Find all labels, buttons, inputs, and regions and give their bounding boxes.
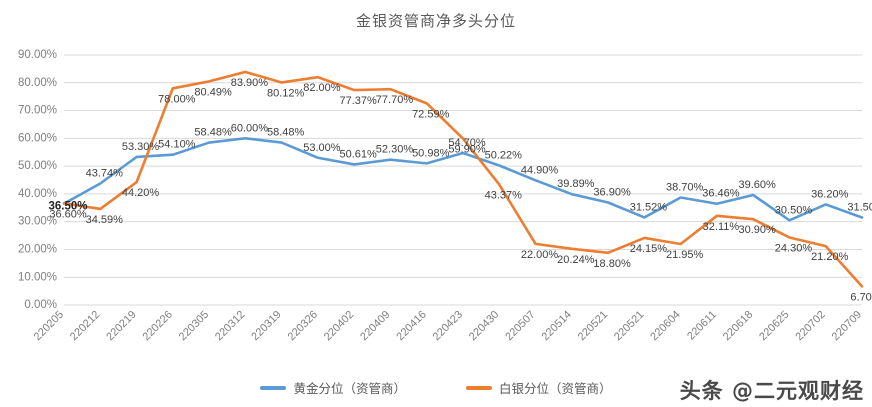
- data-label: 50.98%: [412, 147, 450, 159]
- chart-title: 金银资管商净多头分位: [355, 13, 516, 30]
- data-label: 20.24%: [557, 254, 595, 266]
- x-axis-tick: 220319: [249, 309, 283, 343]
- data-label: 58.48%: [194, 127, 232, 139]
- x-axis-tick: 220618: [721, 309, 755, 343]
- data-label: 18.80%: [593, 258, 631, 270]
- x-axis-tick: 220205: [32, 309, 66, 343]
- data-label: 53.00%: [303, 142, 341, 154]
- data-label: 36.60%: [49, 208, 87, 220]
- x-axis-tick-labels: 220205 220212 220219 220226 220305 220312 2203…: [32, 309, 864, 343]
- x-axis-tick: 220604: [648, 309, 682, 343]
- data-label: 82.00%: [303, 82, 341, 94]
- y-axis-tick: 70.00%: [18, 105, 57, 117]
- x-axis-tick: 220709: [830, 309, 864, 343]
- data-label: 30.50%: [775, 204, 813, 216]
- data-label: 31.52%: [630, 201, 668, 213]
- data-label: 80.49%: [194, 86, 232, 98]
- y-axis-tick: 80.00%: [18, 77, 57, 89]
- y-axis-tick: 30.00%: [18, 216, 57, 228]
- x-axis-tick: 220219: [104, 309, 138, 343]
- watermark: 头条 @二元观财经: [679, 379, 864, 403]
- data-label: 77.70%: [376, 94, 414, 106]
- data-label: 54.10%: [158, 139, 196, 151]
- x-axis-tick: 220521: [576, 309, 610, 343]
- legend-swatch-silver: [466, 385, 492, 390]
- legend-swatch-gold: [260, 385, 287, 390]
- x-axis-tick: 220416: [394, 309, 428, 343]
- data-label: 22.00%: [521, 249, 559, 261]
- series-lines: [62, 70, 864, 288]
- data-label: 39.89%: [557, 178, 595, 190]
- data-label: 32.11%: [703, 221, 740, 233]
- data-label: 34.59%: [86, 214, 124, 226]
- x-axis-tick: 220305: [177, 309, 211, 343]
- data-label: 83.90%: [231, 77, 269, 89]
- x-axis-tick: 220611: [685, 309, 719, 343]
- data-label: 50.61%: [340, 148, 378, 160]
- data-label: 50.22%: [485, 150, 523, 162]
- data-label: 6.70%: [850, 291, 872, 303]
- x-axis-tick: 220430: [467, 309, 501, 343]
- x-axis-tick: 220507: [503, 309, 537, 343]
- data-label: 54.70%: [448, 137, 486, 149]
- data-label: 80.12%: [267, 87, 305, 99]
- data-label: 36.20%: [811, 188, 849, 200]
- data-label: 53.30%: [122, 141, 160, 153]
- data-label: 44.20%: [122, 187, 160, 199]
- y-axis-tick: 90.00%: [18, 49, 57, 61]
- legend-item-silver[interactable]: 白银分位（资管商）: [466, 378, 612, 397]
- data-label: 72.59%: [412, 108, 450, 120]
- data-label: 21.95%: [666, 249, 704, 261]
- x-axis-tick: 220521: [612, 309, 646, 343]
- y-axis-tick-labels: 90.00% 80.00% 70.00% 60.00% 50.00% 40.00% 30.0…: [18, 49, 57, 311]
- legend-item-gold[interactable]: 黄金分位（资管商）: [260, 378, 406, 397]
- data-label: 78.00%: [158, 93, 196, 105]
- data-label: 52.30%: [376, 144, 414, 156]
- x-axis-tick: 220226: [140, 309, 174, 343]
- y-axis-tick: 40.00%: [18, 188, 57, 200]
- data-label: 36.46%: [702, 188, 740, 200]
- data-point-labels: 36.50%43.74%53.30%54.10%58.48%60.00%58.4…: [48, 77, 872, 303]
- y-axis-tick: 0.00%: [24, 299, 57, 311]
- data-label: 77.37%: [340, 95, 378, 107]
- x-axis-tick: 220402: [322, 309, 356, 343]
- data-label: 43.74%: [86, 168, 124, 180]
- data-label: 60.00%: [231, 122, 269, 134]
- data-label: 39.60%: [739, 179, 777, 191]
- x-axis-tick: 220312: [213, 309, 247, 343]
- legend-label-gold: 黄金分位（资管商）: [293, 382, 406, 396]
- legend-label-silver: 白银分位（资管商）: [499, 382, 612, 396]
- x-axis-tick: 220702: [793, 309, 827, 343]
- data-label: 38.70%: [666, 182, 704, 194]
- y-axis-tick: 10.00%: [18, 271, 57, 283]
- data-label: 36.50%: [48, 201, 87, 213]
- y-axis-tick: 20.00%: [18, 243, 57, 255]
- series-line-gold: [62, 137, 864, 222]
- x-axis-tick: 220326: [286, 309, 320, 343]
- data-label: 30.90%: [739, 224, 777, 236]
- data-label: 43.37%: [485, 190, 523, 202]
- x-axis-tick: 220625: [757, 309, 791, 343]
- x-axis-tick: 220423: [431, 309, 465, 343]
- data-label: 36.90%: [593, 187, 631, 199]
- chart-legend: 黄金分位（资管商） 白银分位（资管商）: [0, 378, 872, 397]
- data-label: 21.20%: [811, 251, 849, 263]
- x-axis-tick: 220409: [358, 309, 392, 343]
- y-axis-tick: 50.00%: [18, 160, 57, 172]
- data-label: 24.30%: [775, 243, 813, 255]
- series-line-silver: [62, 70, 864, 288]
- data-label: 59.90%: [448, 144, 486, 156]
- data-label: 31.50%: [847, 202, 872, 214]
- data-label: 58.48%: [267, 127, 305, 139]
- x-axis-tick: 220514: [539, 309, 573, 343]
- data-label: 24.15%: [630, 243, 668, 255]
- y-axis-tick: 60.00%: [18, 132, 57, 144]
- x-axis-tick: 220212: [68, 309, 102, 343]
- data-label: 44.90%: [521, 164, 559, 176]
